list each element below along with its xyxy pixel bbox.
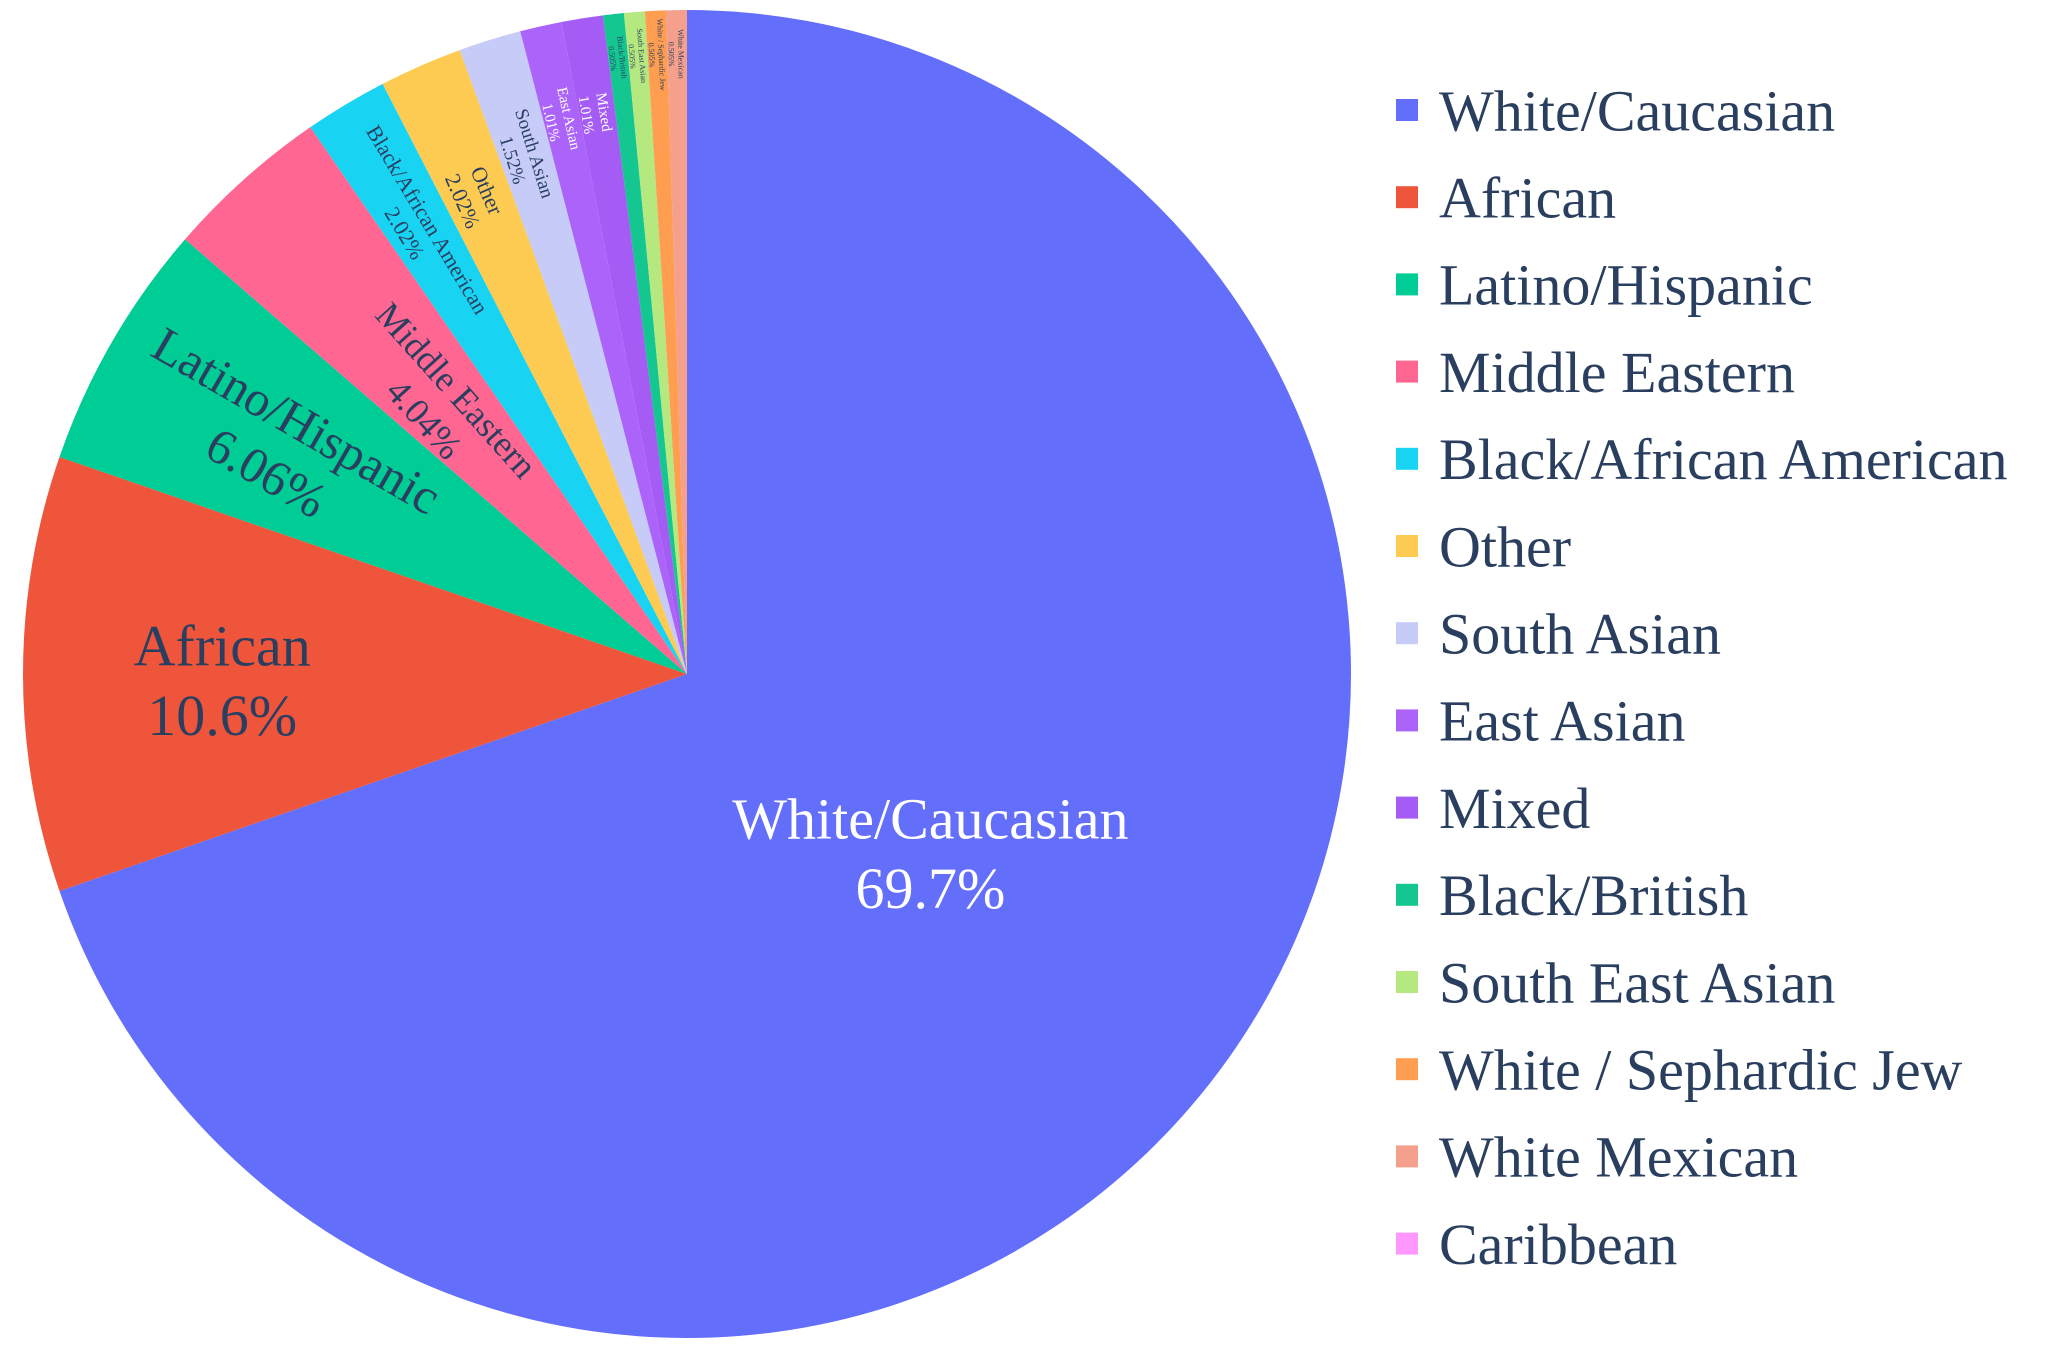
legend-swatch [1396,1232,1418,1255]
legend-item-other[interactable]: Other [1396,514,1571,579]
legend-item-white-sephardic-jew[interactable]: White / Sephardic Jew [1396,1038,1963,1103]
legend-swatch [1396,709,1418,732]
slice-label-percent: 10.6% [147,683,297,748]
pie-slice-east-asian [520,22,687,674]
legend-label: Middle Eastern [1439,340,1795,405]
pie-slice-white-mexican [665,9,687,674]
slice-label-percent: 1.01% [575,95,597,136]
legend-label: White Mexican [1439,1125,1798,1190]
legend-item-black-african-american[interactable]: Black/African American [1396,427,2007,492]
pie-slice-south-asian [459,31,687,674]
slice-label-name: African [134,613,311,678]
legend-swatch [1396,796,1418,819]
legend-label: Mixed [1439,776,1590,841]
legend-item-caribbean[interactable]: Caribbean [1396,1212,1677,1277]
pie-slice-other [382,50,687,675]
legend-label: Caribbean [1439,1212,1677,1277]
slice-label-white-mexican: White Mexican0.505% [666,29,685,79]
legend-label: African [1439,166,1616,231]
legend-swatch [1396,447,1418,470]
legend-item-middle-eastern[interactable]: Middle Eastern [1396,340,1795,405]
legend-label: White / Sephardic Jew [1439,1038,1963,1103]
slice-label-white-caucasian: White/Caucasian 69.7% [732,787,1128,922]
legend-swatch [1396,99,1418,121]
slice-label-name: White/Caucasian [732,787,1128,852]
legend-label: Black/British [1439,863,1748,928]
legend-label: Other [1439,514,1571,579]
legend-label: South Asian [1439,602,1721,667]
pie-slice-white-sephardic-jew [644,10,687,674]
slice-label-name: Mixed [592,92,614,134]
legend: White/Caucasian African Latino/Hispanic Mid… [1396,78,2007,1277]
slice-label-mixed: Mixed1.01% [575,92,615,137]
pie-slice-mixed [561,15,687,674]
legend-label: South East Asian [1439,950,1835,1015]
legend-swatch [1396,1058,1418,1081]
slice-label-percent: 0.505% [667,42,676,67]
legend-item-south-asian[interactable]: South Asian [1396,602,1721,667]
slice-label-percent: 0.505% [647,42,657,67]
pie-slice-latino-hispanic [59,239,688,675]
legend-label: East Asian [1439,689,1685,754]
legend-item-east-asian[interactable]: East Asian [1396,689,1685,754]
slice-label-name: South East Asian [635,28,648,83]
slice-label-south-east-asian: South East Asian0.505% [625,28,648,84]
legend-label: Latino/Hispanic [1439,253,1813,318]
slice-label-percent: 0.505% [607,46,619,72]
legend-item-mixed[interactable]: Mixed [1396,776,1590,841]
legend-swatch [1396,273,1418,296]
pie-slice-middle-eastern [185,127,687,675]
legend-item-latino-hispanic[interactable]: Latino/Hispanic [1396,253,1813,318]
slice-label-percent: 0.505% [627,44,638,70]
legend-swatch [1396,360,1418,383]
legend-item-white-mexican[interactable]: White Mexican [1396,1125,1798,1190]
legend-item-african[interactable]: African [1396,166,1616,231]
slice-label-african: African 10.6% [134,613,311,748]
legend-swatch [1396,622,1418,645]
pie-slice-african [23,456,688,892]
pie-slice-south-east-asian [623,11,687,674]
legend-item-white-caucasian[interactable]: White/Caucasian [1396,78,1835,143]
legend-item-south-east-asian[interactable]: South East Asian [1396,950,1835,1015]
slice-label-name: White Mexican [676,29,686,79]
legend-swatch [1396,535,1418,557]
pie-slices [23,9,1352,1338]
slice-label-white-sephardic-jew: White / Sephardic Jew0.505% [645,18,667,91]
legend-label: Black/African American [1439,427,2007,492]
pie-slice-black-african-american [310,83,687,674]
legend-swatch [1396,1145,1418,1168]
slice-label-percent: 69.7% [855,856,1005,921]
pie-slice-black-british [602,13,687,674]
slice-label-name: White / Sephardic Jew [655,18,667,91]
legend-swatch [1396,186,1418,209]
legend-item-black-british[interactable]: Black/British [1396,863,1748,928]
pie-slice-white-caucasian [59,10,1352,1338]
legend-swatch [1396,971,1418,993]
legend-swatch [1396,883,1418,906]
legend-label: White/Caucasian [1439,78,1835,143]
slice-label-black-british: Black/British0.505% [606,36,629,80]
